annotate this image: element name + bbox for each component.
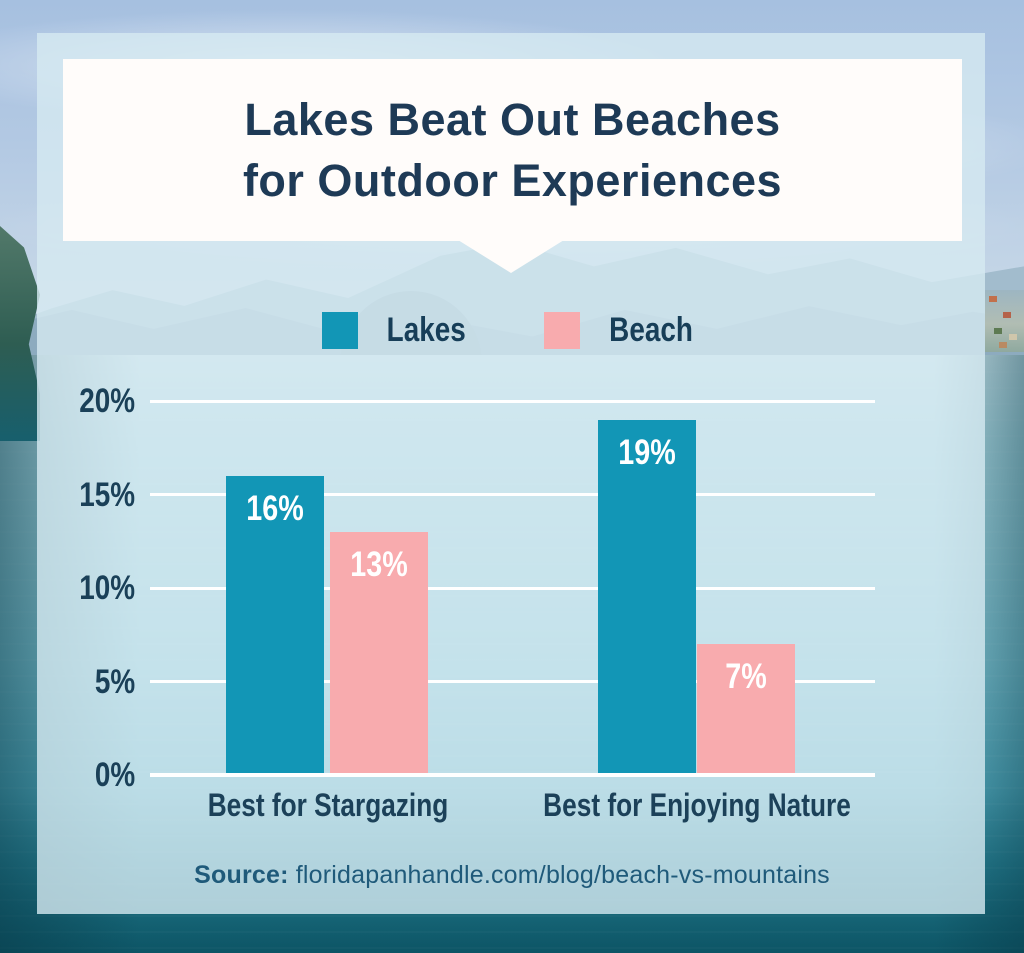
gridline-10	[150, 586, 875, 590]
category-label-1: Best for Enjoying Nature	[509, 787, 884, 824]
bar-lakes-0: 16%	[226, 476, 324, 775]
y-tick-label-15: 15%	[15, 477, 135, 513]
y-tick-label-5: 5%	[15, 664, 135, 700]
source-line: Source: floridapanhandle.com/blog/beach-…	[0, 861, 1024, 890]
legend-label-lakes: Lakes	[386, 311, 466, 349]
legend-item-lakes: Lakes	[321, 311, 474, 350]
gridline-5	[150, 680, 875, 683]
y-tick-text: 5%	[94, 662, 135, 701]
gridline-20	[150, 399, 875, 403]
x-axis-line	[150, 773, 875, 777]
source-label: Source:	[194, 861, 289, 889]
bar-beach-0: 13%	[330, 532, 428, 775]
y-tick-label-0: 0%	[15, 757, 135, 793]
title-line-1: Lakes Beat Out Beaches	[244, 94, 781, 145]
y-tick-text: 10%	[79, 569, 135, 607]
village-rooftops	[989, 296, 997, 302]
bar-value-label: 19%	[618, 433, 676, 472]
category-label-text: Best for Enjoying Nature	[543, 787, 851, 823]
title-line-2: for Outdoor Experiences	[242, 155, 783, 206]
category-label-text: Best for Stargazing	[207, 787, 449, 823]
right-shore-village	[985, 290, 1024, 352]
lakes-color-swatch	[321, 312, 358, 349]
bar-value-label: 7%	[725, 657, 767, 696]
beach-color-swatch	[544, 312, 581, 349]
title-card: Lakes Beat Out Beaches for Outdoor Exper…	[63, 59, 962, 241]
bar-beach-1: 7%	[697, 644, 795, 775]
y-tick-text: 15%	[79, 475, 135, 514]
y-tick-text: 0%	[94, 756, 135, 794]
bar-value-label: 13%	[350, 545, 408, 584]
y-tick-text: 20%	[79, 382, 135, 420]
y-tick-label-10: 10%	[15, 570, 135, 606]
gridline-15	[150, 493, 875, 496]
legend-label-beach: Beach	[609, 311, 694, 349]
bar-value-label: 16%	[246, 489, 304, 528]
bar-lakes-1: 19%	[598, 420, 696, 775]
chart-legend: Lakes Beach	[0, 311, 1024, 350]
y-tick-label-20: 20%	[15, 383, 135, 419]
source-url-text: floridapanhandle.com/blog/beach-vs-mount…	[288, 861, 830, 889]
legend-item-beach: Beach	[544, 311, 702, 350]
category-label-0: Best for Stargazing	[181, 787, 474, 824]
